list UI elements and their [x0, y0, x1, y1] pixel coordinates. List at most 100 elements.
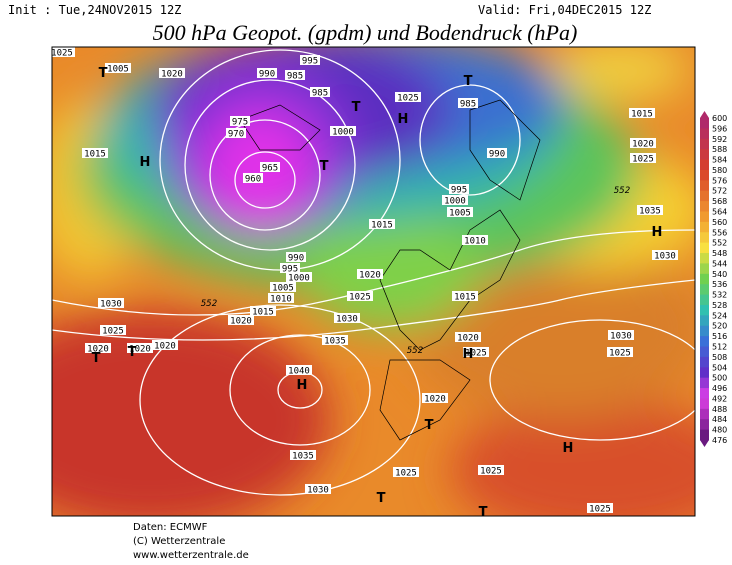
- colorbar-tick-label: 520: [712, 322, 727, 331]
- isobar-label: 990: [489, 150, 505, 160]
- colorbar-tick-label: 488: [712, 405, 727, 414]
- colorbar-segment: [700, 284, 709, 296]
- isobar-label: 1035: [292, 452, 314, 462]
- isobar-label: 1020: [161, 70, 183, 80]
- coastlines: [239, 99, 541, 441]
- isobar-label-box: [330, 126, 356, 136]
- isobar-label: 1030: [610, 332, 632, 342]
- isobar-label: 1030: [100, 300, 122, 310]
- colorbar-segment: [700, 263, 709, 275]
- isobar-label: 1005: [107, 65, 129, 75]
- isobar-label: 1020: [359, 271, 381, 281]
- colorbar-tick-label: 476: [712, 436, 727, 445]
- colorbar-cap: [700, 440, 709, 447]
- colorbar-tick-label: 564: [712, 207, 727, 216]
- colorbar-segment: [700, 221, 709, 233]
- isobar-label: 1025: [465, 349, 487, 359]
- colorbar-tick-label: 596: [712, 124, 727, 133]
- pressure-center: T: [352, 100, 361, 115]
- colorbar-tick-label: 588: [712, 145, 727, 154]
- pressure-center: H: [652, 225, 663, 240]
- valid-time: Valid: Fri,04DEC2015 12Z: [478, 3, 651, 17]
- colorbar-tick-label: 480: [712, 426, 727, 435]
- isobar-label: 1020: [457, 334, 479, 344]
- isobar-label: 1025: [397, 94, 419, 104]
- pressure-center: H: [563, 441, 574, 456]
- isobar-label-box: [322, 335, 348, 345]
- colorbar-tick-label: 492: [712, 394, 727, 403]
- isobar-label: 985: [460, 100, 476, 110]
- isobar-label-box: [152, 340, 178, 350]
- isobar-label-box: [652, 250, 678, 260]
- isobar-label-box: [268, 293, 294, 303]
- isobar-label-box: [98, 298, 124, 308]
- colorbar-segment: [700, 408, 709, 420]
- colorbar-tick-label: 532: [712, 291, 727, 300]
- geopotential-field: [52, 47, 695, 516]
- pressure-center: H: [398, 112, 409, 127]
- colorbar-tick-label: 544: [712, 259, 727, 268]
- isobar-label: 1020: [154, 342, 176, 352]
- isobar-label-box: [286, 365, 312, 375]
- colorbar-segment: [700, 429, 709, 441]
- isobar-label-box: [347, 291, 373, 301]
- colorbar-tick-label: 484: [712, 415, 727, 424]
- isobar-label-box: [243, 173, 263, 183]
- colorbar-tick-label: 552: [712, 239, 727, 248]
- isobar-label: 990: [259, 70, 275, 80]
- isobar-label-box: [630, 138, 656, 148]
- colorbar-segment: [700, 138, 709, 150]
- isobar-label: 1015: [631, 110, 653, 120]
- isobar-label-box: [447, 207, 473, 217]
- map-frame: [51, 46, 696, 517]
- isobar-label-box: [487, 148, 507, 158]
- isobar-label: 1015: [252, 308, 274, 318]
- isobar-label-box: [462, 235, 488, 245]
- colorbar-tick-label: 592: [712, 135, 727, 144]
- colorbar-tick-label: 496: [712, 384, 727, 393]
- isobar-label-box: [442, 195, 468, 205]
- isobar-label: 1020: [632, 140, 654, 150]
- pressure-center: T: [479, 505, 488, 520]
- isobar-label-box: [270, 282, 296, 292]
- isobar-label-box: [226, 128, 246, 138]
- isobar-label-box: [127, 343, 153, 353]
- geopotential-label: 552: [407, 346, 423, 356]
- pressure-center: T: [92, 351, 101, 366]
- colorbar-tick-label: 580: [712, 166, 727, 175]
- colorbar-segment: [700, 253, 709, 264]
- isobar-label-box: [305, 484, 331, 494]
- isobars: [52, 49, 695, 496]
- colorbar-segment: [700, 211, 709, 223]
- colorbar-segment: [700, 180, 709, 192]
- colorbar-tick-label: 508: [712, 353, 727, 362]
- colorbar-segment: [700, 336, 709, 348]
- isobar-label-box: [250, 306, 276, 316]
- isobar-label: 1030: [307, 486, 329, 496]
- colorbar-segment: [700, 315, 709, 327]
- colorbar-segment: [700, 388, 709, 399]
- colorbar-tick-label: 556: [712, 228, 727, 237]
- isobar-label-box: [629, 108, 655, 118]
- pressure-center: T: [128, 345, 137, 360]
- isobar-label: 1035: [639, 207, 661, 217]
- isobar-label: 1015: [84, 150, 106, 160]
- colorbar-tick-label: 524: [712, 311, 727, 320]
- isobar-label-box: [422, 393, 448, 403]
- isobar-label-box: [357, 269, 383, 279]
- isobar-label: 1010: [464, 237, 486, 247]
- pressure-center: T: [320, 159, 329, 174]
- isobar-label-box: [608, 330, 634, 340]
- isobar-label-box: [85, 343, 111, 353]
- colorbar-segment: [700, 367, 709, 379]
- isobar-label-box: [463, 347, 489, 357]
- colorbar-tick-label: 512: [712, 343, 727, 352]
- isobar-label: 1020: [424, 395, 446, 405]
- isobar-label: 1015: [454, 293, 476, 303]
- colorbar-segment: [700, 169, 709, 181]
- colorbar-tick-label: 516: [712, 332, 727, 341]
- colorbar-segment: [700, 398, 709, 410]
